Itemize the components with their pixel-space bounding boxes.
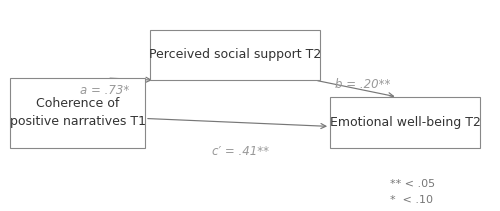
FancyArrowPatch shape: [318, 81, 394, 98]
Text: Perceived social support T2: Perceived social support T2: [149, 48, 321, 61]
Text: ** < .05: ** < .05: [390, 179, 435, 189]
Text: Emotional well-being T2: Emotional well-being T2: [330, 116, 480, 129]
Text: *  < .10: * < .10: [390, 195, 433, 206]
FancyBboxPatch shape: [330, 97, 480, 148]
Text: c′ = .41**: c′ = .41**: [212, 145, 268, 158]
FancyArrowPatch shape: [148, 119, 326, 128]
FancyBboxPatch shape: [150, 30, 320, 80]
FancyBboxPatch shape: [10, 78, 145, 148]
Text: a = .73*: a = .73*: [80, 84, 130, 97]
Text: Coherence of
positive narratives T1: Coherence of positive narratives T1: [10, 97, 145, 128]
Text: b = .20**: b = .20**: [335, 78, 390, 91]
FancyArrowPatch shape: [110, 77, 151, 82]
